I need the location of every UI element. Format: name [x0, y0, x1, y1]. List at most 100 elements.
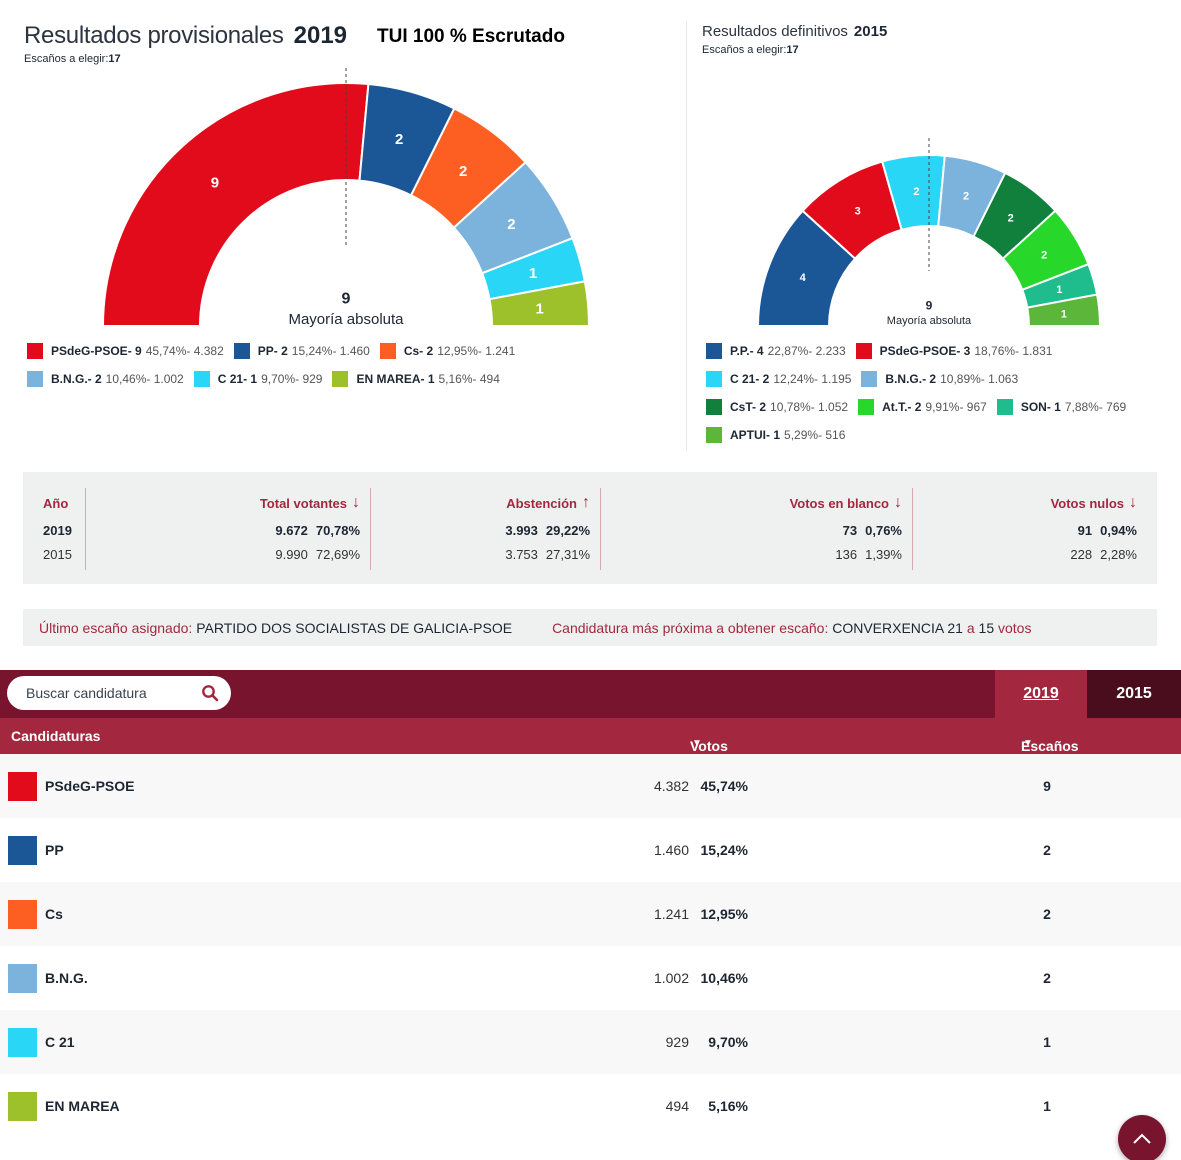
seat-count-label: 9: [211, 175, 219, 192]
party-name: EN MAREA: [45, 1098, 120, 1114]
legend-swatch: [858, 399, 875, 415]
seat-count-label: 4: [800, 272, 807, 284]
table-row[interactable]: C 21 929 9,70% 1: [0, 1010, 1181, 1074]
seats-to-elect-2019: Escaños a elegir:17: [24, 53, 121, 65]
legend-swatch: [996, 399, 1013, 415]
majority-label: Mayoría absoluta: [887, 315, 972, 327]
legend-swatch: [706, 343, 722, 359]
tab-2019[interactable]: 2019: [995, 670, 1087, 718]
scrutiny-status: TUI 100 % Escrutado: [377, 26, 565, 47]
party-votes: 4.382: [653, 778, 689, 794]
legend-item: CsT- 2 10,78%- 1.052: [706, 399, 848, 415]
results-title-2015: Resultados definitivos: [702, 23, 848, 40]
seat-segment-en-marea[interactable]: [488, 280, 591, 327]
tab-2015[interactable]: 2015: [1087, 670, 1181, 718]
legend-value: 10,89%- 1.063: [940, 372, 1019, 386]
legend-item: B.N.G.- 2 10,46%- 1.002: [27, 371, 184, 387]
parliament-chart-2015: 4 3 2 2 2 2 1 1 9 Mayoría absoluta: [756, 138, 1102, 327]
sort-down-icon: ▼: [692, 738, 702, 749]
legend-swatch: [855, 343, 872, 359]
legend-value: 18,76%- 1.831: [974, 344, 1053, 358]
legend-item: PP- 2 15,24%- 1.460: [233, 343, 370, 359]
legend-item: C 21- 2 12,24%- 1.195: [706, 371, 851, 387]
party-name: Cs: [45, 906, 63, 922]
party-votes: 1.460: [653, 842, 689, 858]
results-year: 2019: [293, 22, 348, 49]
party-percentage: 45,74%: [700, 778, 748, 794]
legend-value: 12,95%- 1.241: [437, 344, 516, 358]
table-row[interactable]: PP 1.460 15,24% 2: [0, 818, 1181, 882]
party-seats: 2: [1043, 842, 1051, 858]
party-votes: 494: [665, 1098, 689, 1114]
legend-value: 12,24%- 1.195: [773, 372, 852, 386]
legend-item: PSdeG-PSOE- 3 18,76%- 1.831: [855, 343, 1053, 359]
legend-label: B.N.G.- 2: [51, 372, 102, 386]
party-votes: 1.002: [653, 970, 689, 986]
table-row[interactable]: Cs 1.241 12,95% 2: [0, 882, 1181, 946]
legend-item: At.T.- 2 9,91%- 967: [858, 399, 987, 415]
seat-count-label: 2: [913, 186, 919, 198]
party-name: C 21: [45, 1034, 75, 1050]
last-seat-label: Último escaño asignado:: [39, 619, 193, 636]
legend-item: PSdeG-PSOE- 9 45,74%- 4.382: [27, 343, 224, 359]
party-color-swatch: [8, 836, 37, 865]
legend-value: 45,74%- 4.382: [145, 344, 224, 358]
party-color-swatch: [8, 900, 37, 929]
legend-label: PSdeG-PSOE- 3: [879, 344, 971, 358]
seat-count-label: 3: [855, 206, 861, 218]
table-row[interactable]: B.N.G. 1.002 10,46% 2: [0, 946, 1181, 1010]
turnout-stats: Año 2019 2015 Total votantes ↓ 9.672 70,78…: [23, 472, 1157, 584]
arrow-down-icon: ↓: [1129, 494, 1137, 511]
seat-count-label: 1: [1061, 308, 1067, 320]
party-votes: 929: [665, 1034, 689, 1050]
search-input[interactable]: Buscar candidatura: [7, 676, 231, 710]
legend-value: 10,46%- 1.002: [105, 372, 184, 386]
scroll-to-top-button[interactable]: [1118, 1115, 1166, 1160]
seat-segment-psdeg-psoe[interactable]: [101, 82, 370, 327]
party-votes: 1.241: [653, 906, 689, 922]
seat-count-label: 2: [459, 163, 467, 180]
party-color-swatch: [8, 772, 37, 801]
seat-count-label: 1: [535, 300, 543, 317]
table-row[interactable]: PSdeG-PSOE 4.382 45,74% 9: [0, 754, 1181, 818]
legend-label: At.T.- 2: [882, 400, 922, 414]
legend-swatch: [27, 343, 43, 359]
legend-swatch: [706, 399, 722, 415]
legend-label: PSdeG-PSOE- 9: [51, 344, 142, 358]
legend-label: CsT- 2: [730, 400, 767, 414]
legend-item: APTUI- 1 5,29%- 516: [706, 427, 845, 443]
legend-item: EN MAREA- 1 5,16%- 494: [332, 371, 500, 387]
legend-value: 5,29%- 516: [784, 428, 846, 442]
legend-swatch: [379, 343, 396, 359]
seat-count-label: 2: [1041, 250, 1047, 262]
legend-label: PP- 2: [257, 344, 288, 358]
next-seat-votes: 15: [978, 619, 995, 636]
header-2015: Resultados definitivos 2015: [702, 23, 887, 41]
stat-col-blank-votes: Votos en blanco ↓ 73 0,76% 136 1,39%: [600, 488, 912, 570]
legend-swatch: [27, 371, 43, 387]
col-candidatures: Candidaturas: [11, 728, 101, 744]
legend-value: 15,24%- 1.460: [291, 344, 370, 358]
search-icon[interactable]: [201, 684, 219, 702]
legend-label: APTUI- 1: [730, 428, 781, 442]
results-title: Resultados provisionales: [24, 22, 284, 49]
party-name: PSdeG-PSOE: [45, 778, 135, 794]
search-placeholder: Buscar candidatura: [26, 685, 147, 701]
party-percentage: 15,24%: [700, 842, 748, 858]
arrow-down-icon: ↓: [894, 494, 902, 511]
party-seats: 2: [1043, 906, 1051, 922]
seat-segment-aptui[interactable]: [1026, 293, 1102, 327]
legend-2019: PSdeG-PSOE- 9 45,74%- 4.382 PP- 2 15,24%- 1…: [27, 337, 525, 393]
legend-2015: P.P.- 4 22,87%- 2.233 PSdeG-PSOE- 3 18,76%-…: [706, 337, 1136, 449]
legend-item: Cs- 2 12,95%- 1.241: [379, 343, 516, 359]
table-row[interactable]: EN MAREA 494 5,16% 1: [0, 1074, 1181, 1138]
party-color-swatch: [8, 1028, 37, 1057]
seat-count-label: 1: [1056, 284, 1062, 296]
party-seats: 9: [1043, 778, 1051, 794]
stat-col-null-votes: Votos nulos ↓ 91 0,94% 228 2,28%: [912, 488, 1147, 570]
seat-count-label: 2: [395, 131, 403, 148]
party-color-swatch: [8, 964, 37, 993]
legend-swatch: [193, 371, 210, 387]
stat-col-year: Año 2019 2015: [43, 495, 72, 562]
legend-label: P.P.- 4: [730, 344, 764, 358]
